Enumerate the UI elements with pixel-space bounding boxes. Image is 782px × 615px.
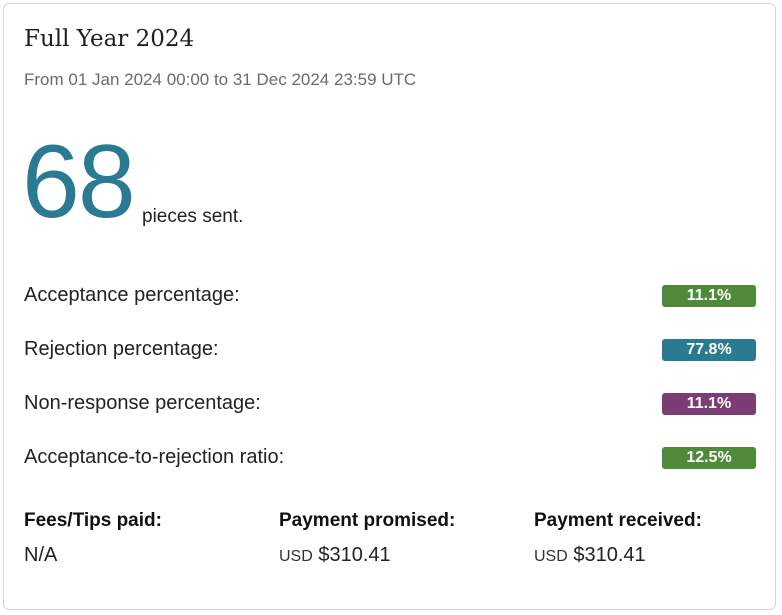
stat-row-rejection: Rejection percentage: 77.8% [24, 335, 756, 363]
date-range: From 01 Jan 2024 00:00 to 31 Dec 2024 23… [24, 70, 417, 89]
payment-received-column: Payment received: USD $310.41 [534, 510, 702, 567]
stat-badge: 11.1% [662, 285, 756, 307]
stat-badge: 12.5% [662, 447, 756, 469]
amount: $310.41 [573, 544, 646, 566]
fees-column: Fees/Tips paid: N/A [24, 510, 162, 567]
pieces-sent-count: 68 [22, 124, 136, 240]
currency-code: USD [279, 548, 313, 565]
pieces-sent-caption: pieces sent. [142, 206, 244, 227]
currency-code: USD [534, 548, 568, 565]
payment-promised-column: Payment promised: USD $310.41 [279, 510, 455, 567]
fees-value: N/A [24, 544, 58, 566]
amount: $310.41 [318, 544, 391, 566]
payment-promised-label: Payment promised: [279, 510, 456, 531]
stat-row-non-response: Non-response percentage: 11.1% [24, 389, 756, 417]
payment-promised-value: USD $310.41 [279, 544, 455, 567]
fees-label: Fees/Tips paid: [24, 510, 162, 531]
card-title: Full Year 2024 [24, 26, 195, 52]
stat-row-acceptance: Acceptance percentage: 11.1% [24, 281, 756, 309]
payment-received-label: Payment received: [534, 510, 702, 531]
stats-card: Full Year 2024 From 01 Jan 2024 00:00 to… [3, 3, 776, 610]
stat-label: Acceptance percentage: [24, 284, 240, 306]
stat-badge: 11.1% [662, 393, 756, 415]
stat-label: Acceptance-to-rejection ratio: [24, 446, 285, 468]
stat-row-ratio: Acceptance-to-rejection ratio: 12.5% [24, 443, 756, 471]
stat-badge: 77.8% [662, 339, 756, 361]
stat-label: Non-response percentage: [24, 392, 261, 414]
stat-label: Rejection percentage: [24, 338, 219, 360]
payment-received-value: USD $310.41 [534, 544, 702, 567]
